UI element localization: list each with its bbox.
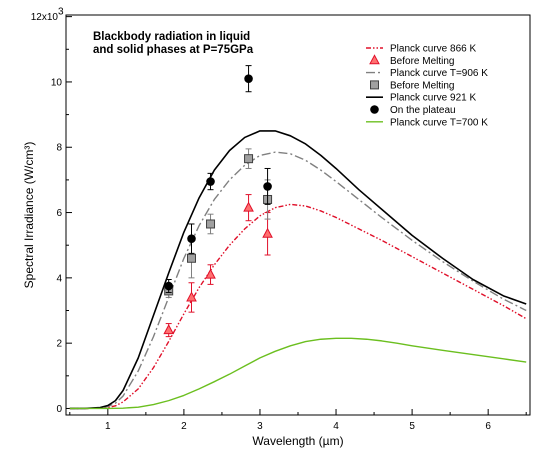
y-tick-label-1: 2 xyxy=(56,339,62,350)
y-axis-label: Spectral Irradiance (W/cm³) xyxy=(22,142,36,289)
y-tick-label-3: 6 xyxy=(56,208,62,219)
legend-marker-3 xyxy=(370,80,379,90)
legend-entry-4: Planck curve 921 K xyxy=(390,93,476,104)
legend-entry-5: On the plateau xyxy=(390,105,456,116)
data-points xyxy=(163,65,273,338)
data-point-2-4 xyxy=(263,182,272,191)
data-point-0-3 xyxy=(243,201,254,212)
data-point-2-1 xyxy=(187,234,196,243)
series-line-0 xyxy=(69,203,527,410)
y-tick-label-0: 0 xyxy=(56,404,62,415)
data-point-1-2 xyxy=(206,219,216,229)
chart-title-line-1: Blackbody radiation in liquid xyxy=(93,31,250,43)
data-point-0-1 xyxy=(186,291,197,302)
series-line-1 xyxy=(69,151,527,410)
series-line-3 xyxy=(69,337,527,410)
y-tick-label-5: 10 xyxy=(51,77,63,88)
legend-entry-6: Planck curve T=700 K xyxy=(390,117,488,128)
data-point-2-2 xyxy=(206,177,215,186)
data-point-0-4 xyxy=(262,227,273,238)
data-point-1-1 xyxy=(187,253,197,263)
x-tick-label-4: 5 xyxy=(409,421,415,432)
curves xyxy=(69,130,527,410)
x-tick-label-3: 4 xyxy=(333,421,339,432)
legend-entry-0: Planck curve 866 K xyxy=(390,44,476,55)
data-point-1-3 xyxy=(244,154,254,164)
y-tick-label-top: 12x10 xyxy=(31,12,59,23)
data-point-2-0 xyxy=(164,281,173,291)
data-point-2-3 xyxy=(244,74,253,83)
data-point-0-0 xyxy=(163,324,175,335)
series-line-2 xyxy=(69,130,527,410)
legend-marker-5 xyxy=(370,105,379,114)
chart-title-line-2: and solid phases at P=75GPa xyxy=(93,44,254,56)
x-axis-label: Wavelength (µm) xyxy=(252,434,343,448)
x-tick-label-0: 1 xyxy=(105,421,111,432)
x-tick-label-5: 6 xyxy=(485,421,491,432)
legend-entry-2: Planck curve T=906 K xyxy=(390,68,488,79)
data-point-0-2 xyxy=(205,268,216,279)
legend-marker-1 xyxy=(369,54,380,65)
x-tick-label-2: 3 xyxy=(257,421,263,432)
legend-entry-1: Before Melting xyxy=(390,56,454,67)
y-tick-label-2: 4 xyxy=(56,273,62,284)
y-tick-label-top-exponent: 3 xyxy=(58,7,64,18)
y-tick-label-4: 8 xyxy=(56,143,62,154)
legend-entry-3: Before Melting xyxy=(390,80,454,91)
x-tick-label-1: 2 xyxy=(181,421,187,432)
